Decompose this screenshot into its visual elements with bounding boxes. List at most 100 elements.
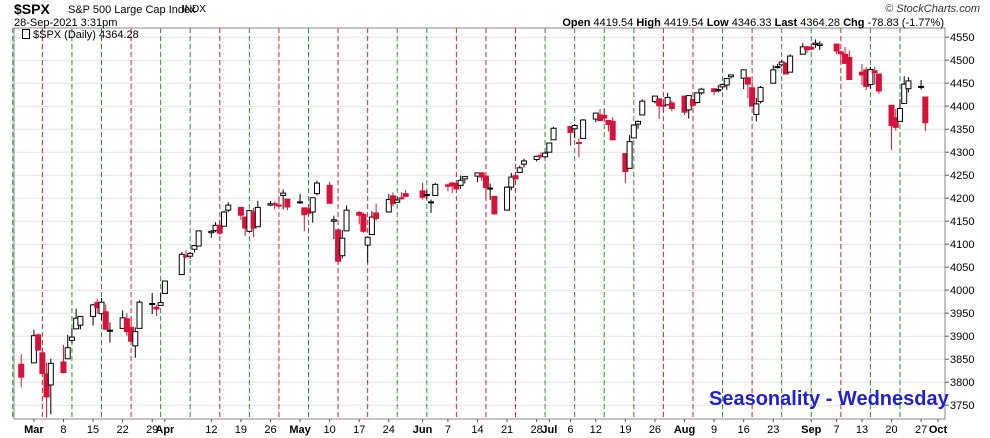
x-tick-label: 21 xyxy=(501,424,513,436)
candle-body xyxy=(491,195,498,215)
x-tick-label: 19 xyxy=(235,424,247,436)
candle-body xyxy=(567,125,574,133)
x-tick-label: 22 xyxy=(116,424,128,436)
ticker-symbol: $SPX xyxy=(14,1,50,17)
candle-body xyxy=(68,336,75,341)
candle-body xyxy=(385,199,392,213)
y-tick-label: 4300 xyxy=(950,147,974,159)
y-tick-label: 4550 xyxy=(950,32,974,44)
candle-body xyxy=(639,100,646,116)
y-tick-label: 4350 xyxy=(950,124,974,136)
x-tick-label: 13 xyxy=(856,424,868,436)
candle-body xyxy=(453,182,460,190)
candle-body xyxy=(237,206,244,216)
candle-body xyxy=(339,237,346,257)
high-value: 4419.54 xyxy=(663,17,704,29)
candle-body xyxy=(571,125,578,130)
y-tick-label: 4400 xyxy=(950,101,974,113)
x-tick-label: 28 xyxy=(531,424,543,436)
candle-body xyxy=(635,120,642,125)
candle-body xyxy=(550,127,557,141)
x-tick-label: 26 xyxy=(649,424,661,436)
candle-body xyxy=(216,224,223,234)
candlesticks xyxy=(18,39,929,418)
candle-body xyxy=(39,352,46,374)
candle-body xyxy=(90,304,97,317)
candle-body xyxy=(744,77,751,85)
candle-body xyxy=(77,315,84,326)
x-tick-label: Oct xyxy=(929,424,948,436)
y-tick-label: 4200 xyxy=(950,193,974,205)
candle-body xyxy=(770,69,777,84)
candle-body xyxy=(149,303,156,306)
y-tick-label: 4050 xyxy=(950,262,974,274)
x-tick-label: 6 xyxy=(567,424,573,436)
wednesday-markers xyxy=(12,28,901,419)
candle-body xyxy=(892,117,899,128)
candle-body xyxy=(132,331,139,347)
candle-body xyxy=(123,318,130,333)
candle-body xyxy=(330,219,337,222)
x-tick-label: 24 xyxy=(383,424,395,436)
candle-body xyxy=(896,108,903,122)
chg-value: -78.83 (-1.77%) xyxy=(867,17,944,29)
chg-label: Chg xyxy=(843,17,865,29)
candle-body xyxy=(816,43,823,46)
timestamp: 28-Sep-2021 3:31pm xyxy=(14,17,118,29)
x-tick-label: Jul xyxy=(541,424,557,436)
candle-body xyxy=(254,206,261,228)
candle-body xyxy=(153,306,160,310)
candle-body xyxy=(664,96,671,106)
candle-body xyxy=(749,87,756,107)
y-axis: 3750 3800 3850 3900 3950 4000 4050 4100 4150 4200… xyxy=(945,32,974,412)
open-value: 4419.54 xyxy=(593,17,634,29)
candle-body xyxy=(284,198,291,208)
candle-body xyxy=(364,236,371,246)
high-label: High xyxy=(636,17,661,29)
x-tick-label: 19 xyxy=(619,424,631,436)
x-tick-label: Jun xyxy=(413,424,433,436)
candle-body xyxy=(457,179,464,186)
candle-body xyxy=(326,184,333,204)
candle-body xyxy=(482,175,489,189)
candle-body xyxy=(208,230,215,234)
candle-body xyxy=(508,176,515,188)
candle-body xyxy=(871,70,878,74)
candle-body xyxy=(656,98,663,107)
candle-body xyxy=(478,172,485,178)
candle-body xyxy=(533,155,540,161)
series-label: $SPX (Daily) 4364.28 xyxy=(33,29,139,41)
candle-body xyxy=(398,197,405,200)
candle-body xyxy=(64,347,71,360)
x-tick-label: Sep xyxy=(801,424,821,436)
candle-body xyxy=(98,301,105,315)
candle-body xyxy=(47,362,54,386)
candle-body xyxy=(368,216,375,236)
candle-body xyxy=(698,88,705,94)
exchange-label: INDX xyxy=(182,4,206,15)
candle-body xyxy=(221,211,228,227)
candle-body xyxy=(837,51,844,55)
candle-body xyxy=(867,68,874,86)
x-tick-label: Apr xyxy=(155,424,175,436)
x-tick-label: 20 xyxy=(885,424,897,436)
candle-body xyxy=(757,86,764,103)
candle-body xyxy=(428,201,435,204)
candle-body xyxy=(271,203,278,206)
candle-body xyxy=(178,253,185,276)
x-tick-label: Aug xyxy=(674,424,695,436)
candle-body xyxy=(373,212,380,219)
candle-body xyxy=(715,89,722,92)
candle-body xyxy=(905,80,912,90)
y-tick-label: 4500 xyxy=(950,55,974,67)
x-tick-label: 8 xyxy=(60,424,66,436)
x-tick-label: 26 xyxy=(264,424,276,436)
candle-body xyxy=(609,120,616,141)
candle-body xyxy=(191,245,198,250)
y-tick-label: 3750 xyxy=(950,400,974,412)
last-label: Last xyxy=(774,17,798,29)
y-tick-label: 3950 xyxy=(950,308,974,320)
y-tick-label: 4100 xyxy=(950,239,974,251)
candle-body xyxy=(888,104,895,127)
